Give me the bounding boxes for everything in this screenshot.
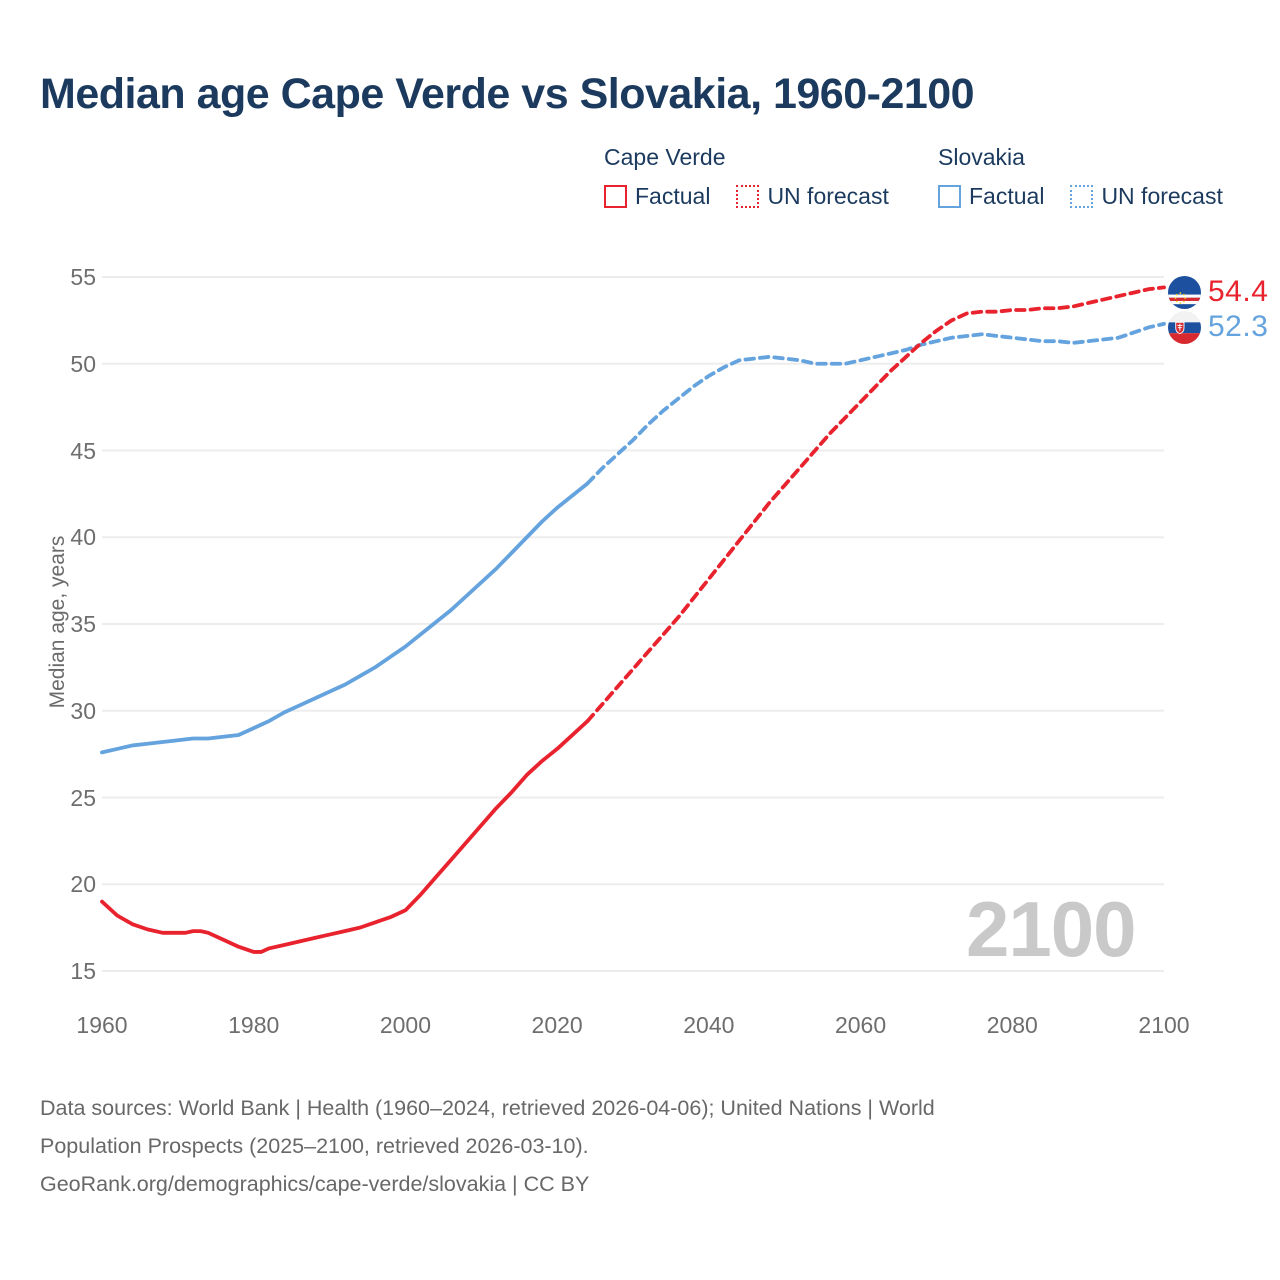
- data-sources-line: Population Prospects (2025–2100, retriev…: [40, 1134, 589, 1158]
- y-tick-label: 35: [70, 611, 96, 637]
- x-tick-label: 2080: [986, 1012, 1038, 1038]
- data-sources: Data sources: World Bank | Health (1960–…: [40, 1089, 1180, 1203]
- x-tick-label: 2020: [531, 1012, 583, 1038]
- legend-group-title: Cape Verde: [604, 144, 726, 170]
- legend-item-label: UN forecast: [767, 183, 889, 209]
- page-title: Median age Cape Verde vs Slovakia, 1960-…: [40, 70, 975, 118]
- legend-group-title: Slovakia: [938, 144, 1025, 170]
- y-tick-label: 55: [70, 264, 96, 290]
- series-line-slovakia-dashed: [585, 321, 1166, 486]
- dotted-line-swatch-icon: [736, 185, 760, 208]
- cape-verde-flag-icon: [1168, 275, 1201, 309]
- legend-item-cape-verde-factual[interactable]: Factual: [604, 183, 710, 210]
- y-tick-label: 15: [70, 958, 96, 984]
- series-line-cape_verde-dashed: [585, 285, 1166, 724]
- x-tick-label: 1980: [228, 1012, 280, 1038]
- legend-item-label: Factual: [635, 183, 711, 209]
- legend-row: Factual UN forecast: [604, 183, 889, 210]
- dotted-line-swatch-icon: [1070, 185, 1094, 208]
- slovakia-flag-icon: [1168, 310, 1201, 344]
- end-label-slovakia: 52.3: [1168, 310, 1268, 344]
- y-tick-label: 45: [70, 437, 96, 464]
- series-line-slovakia-solid: [100, 481, 590, 755]
- legend-group-slovakia: Slovakia Factual UN forecast: [938, 144, 1223, 210]
- x-tick-label: 2040: [683, 1012, 735, 1038]
- legend-item-label: UN forecast: [1101, 183, 1223, 209]
- end-label-cape-verde: 54.4: [1168, 275, 1268, 309]
- end-value: 54.4: [1208, 275, 1269, 308]
- legend-group-cape-verde: Cape Verde Factual UN forecast: [604, 144, 889, 210]
- solid-line-swatch-icon: [938, 185, 961, 208]
- legend-item-cape-verde-forecast[interactable]: UN forecast: [736, 183, 889, 210]
- end-value: 52.3: [1208, 310, 1269, 343]
- watermark-year: 2100: [966, 885, 1137, 973]
- x-tick-label: 2060: [834, 1012, 887, 1038]
- y-tick-label: 50: [70, 350, 96, 377]
- y-tick-label: 20: [70, 871, 96, 898]
- attribution-line: GeoRank.org/demographics/cape-verde/slov…: [40, 1172, 590, 1196]
- legend-item-slovakia-forecast[interactable]: UN forecast: [1070, 183, 1223, 210]
- series-line-cape_verde-solid: [100, 719, 590, 954]
- legend-item-slovakia-factual[interactable]: Factual: [938, 183, 1044, 210]
- x-tick-label: 2100: [1138, 1012, 1190, 1038]
- legend-item-label: Factual: [969, 183, 1045, 209]
- solid-line-swatch-icon: [604, 185, 627, 208]
- y-tick-label: 40: [70, 524, 96, 551]
- legend-row: Factual UN forecast: [938, 183, 1223, 210]
- y-tick-label: 30: [70, 697, 96, 724]
- y-tick-label: 25: [70, 784, 96, 811]
- data-sources-line: Data sources: World Bank | Health (1960–…: [40, 1096, 935, 1120]
- x-tick-label: 2000: [379, 1012, 431, 1038]
- x-tick-label: 1960: [76, 1012, 128, 1038]
